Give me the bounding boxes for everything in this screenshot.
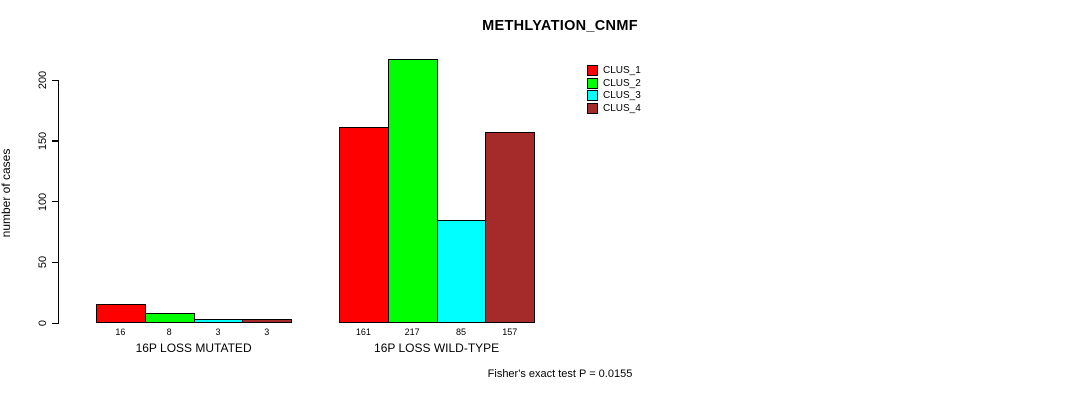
bar-clus_4-wild-type [485, 132, 536, 323]
legend-row: CLUS_1 [587, 64, 641, 77]
bar-clus_1-wild-type [339, 127, 389, 323]
bar-clus_1-mutated [96, 304, 146, 323]
legend-label: CLUS_2 [603, 77, 641, 89]
legend-swatch-icon [587, 64, 598, 76]
bar-value-label: 217 [404, 327, 420, 337]
bar-value-label: 3 [264, 327, 270, 337]
legend-row: CLUS_3 [587, 90, 641, 103]
legend-label: CLUS_3 [603, 90, 641, 102]
y-tick [52, 201, 59, 203]
bar-value-label: 16 [115, 327, 126, 337]
y-tick [52, 261, 59, 264]
legend-swatch-icon [587, 77, 598, 89]
legend: CLUS_1 CLUS_2 CLUS_3 CLUS_4 [587, 64, 641, 115]
y-tick-label: 50 [37, 256, 49, 269]
bar-value-label: 3 [215, 327, 221, 337]
y-tick-label: 200 [37, 70, 49, 90]
y-tick [52, 79, 59, 81]
bar-value-label: 85 [455, 327, 467, 337]
bar-clus_2-wild-type [387, 59, 438, 323]
bar-clus_3-mutated [193, 319, 244, 323]
bar-clus_3-wild-type [436, 220, 487, 323]
bar-clus_2-mutated [144, 313, 195, 323]
legend-row: CLUS_2 [587, 77, 641, 90]
legend-label: CLUS_4 [603, 103, 641, 115]
y-tick [52, 140, 59, 142]
legend-swatch-icon [587, 103, 598, 115]
bar-value-label: 161 [355, 327, 371, 337]
group-label-mutated: 16P LOSS MUTATED [135, 341, 252, 355]
legend-row: CLUS_4 [587, 102, 641, 115]
group-label-wild-type: 16P LOSS WILD-TYPE [374, 341, 500, 355]
bar-value-label: 157 [502, 327, 518, 337]
bar-value-label: 8 [166, 327, 172, 337]
chart-title: METHLYATION_CNMF [482, 18, 638, 34]
y-tick [52, 322, 59, 324]
y-tick-label: 100 [37, 192, 49, 211]
bar-clus_4-mutated [242, 319, 293, 323]
y-tick-label: 150 [37, 131, 49, 150]
legend-swatch-icon [587, 90, 598, 102]
fisher-test-annotation: Fisher's exact test P = 0.0155 [487, 368, 633, 380]
legend-label: CLUS_1 [603, 64, 641, 76]
y-tick-label: 0 [37, 319, 49, 327]
y-axis-label: number of cases [0, 148, 13, 238]
